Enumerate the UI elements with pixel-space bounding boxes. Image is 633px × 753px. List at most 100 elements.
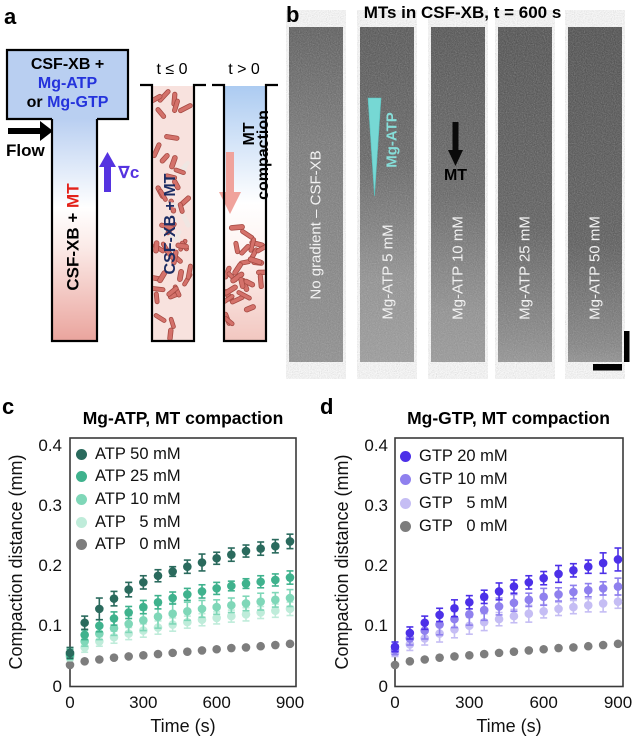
legend-d: GTP 20 mM GTP 10 mM GTP 5 mM GTP 0 mM (400, 445, 508, 538)
mg-atp-gradient-label: Mg-ATP (383, 112, 401, 168)
series-gtp-0-mm (390, 639, 623, 670)
x-tick-label: 900 (275, 693, 305, 712)
strip-label-no-gradient: No gradient – CSF-XB (307, 150, 325, 300)
y-tick-label: 0 (52, 676, 62, 696)
rod-cluster (225, 224, 265, 327)
chart-d-title: Mg-GTP, MT compaction (407, 408, 610, 428)
t-before-channel-label: CSF-XB + MT (162, 173, 179, 275)
plot-frame-d (394, 437, 624, 688)
series-gtp-20-mm (390, 547, 623, 653)
chart-c-xlabel: Time (s) (150, 716, 216, 736)
chart-atp (65, 437, 297, 688)
mt-compaction-label-line2: compaction (255, 110, 272, 200)
x-tick-label: 300 (129, 693, 158, 712)
strip-noise-2 (360, 27, 414, 362)
legend-label: ATP 50 mM (95, 444, 181, 463)
legend-label: GTP 0 mM (419, 517, 508, 536)
legend-dot (76, 471, 87, 483)
legend-label: GTP 5 mM (419, 493, 508, 512)
y-tick-label: 0.1 (38, 616, 62, 636)
legend-item: ATP 0 mM (76, 533, 181, 556)
x-tick-label: 0 (65, 693, 75, 712)
reservoir-outline (5, 48, 130, 121)
panel-b-images (289, 27, 630, 371)
chart-d-xlabel: Time (s) (476, 716, 542, 736)
series-atp-0-mm (65, 639, 295, 670)
legend-label: ATP 0 mM (95, 535, 181, 554)
legend-label: GTP 20 mM (419, 447, 508, 466)
rod-cluster (153, 238, 193, 340)
main-channel-fill (52, 119, 97, 341)
y-tick-label: 0 (378, 676, 388, 696)
legend-c: ATP 50 mM ATP 25 mM ATP 10 mM ATP 5 mM ATP 0… (76, 443, 181, 556)
reservoir-label: CSF-XB + Mg-ATP or Mg-GTP (7, 55, 128, 112)
strip-noise-1 (289, 27, 343, 362)
mg-atp-gradient-wedge (367, 97, 382, 197)
y-tick-label: 0.1 (364, 616, 388, 636)
mt-rods-before (153, 89, 193, 340)
y-tick-label: 0.2 (364, 556, 388, 575)
legend-item: GTP 10 mM (400, 468, 508, 491)
x-tick-label: 600 (529, 693, 558, 712)
chart-gtp (390, 437, 624, 688)
legend-item: GTP 20 mM (400, 445, 508, 468)
x-tick-label: 900 (603, 693, 633, 712)
legend-label: ATP 25 mM (95, 467, 181, 486)
legend-dot (400, 451, 411, 463)
legend-dot (400, 474, 411, 486)
legend-dot (76, 516, 87, 528)
chart-c-title: Mg-ATP, MT compaction (82, 408, 284, 428)
x-tick-label: 600 (202, 693, 231, 712)
panel-a-letter: a (4, 4, 17, 29)
gradient-arrow (99, 152, 116, 192)
scalebar-horizontal (593, 364, 622, 371)
rod-cluster (158, 167, 186, 236)
legend-item: ATP 50 mM (76, 443, 181, 466)
y-tick-label: 0.4 (364, 435, 388, 455)
legend-item: GTP 0 mM (400, 515, 508, 538)
t-after-label: t > 0 (228, 61, 260, 78)
flow-label: Flow (6, 141, 45, 160)
flow-arrow (8, 121, 53, 141)
fluorescence-strips (289, 27, 622, 362)
main-channel-walls (50, 119, 99, 343)
strip-label-atp10: Mg-ATP 10 mM (449, 216, 467, 320)
strip-noise-3 (431, 27, 485, 362)
legend-item: GTP 5 mM (400, 492, 508, 515)
legend-dot (400, 497, 411, 509)
legend-label: GTP 10 mM (419, 470, 508, 489)
legend-dot (76, 448, 87, 460)
reservoir-line1: CSF-XB + (30, 56, 105, 73)
t-after-channel-walls (212, 83, 278, 343)
main-channel-label: CSF-XB + MT (63, 183, 83, 291)
mt-arrow (448, 122, 463, 166)
data-points-c (65, 533, 295, 670)
plot-frame-c (69, 437, 297, 688)
mt-rods-after (225, 224, 265, 327)
legend-dot (400, 521, 411, 533)
t-before-channel-walls (140, 83, 206, 343)
legend-item: ATP 10 mM (76, 488, 181, 511)
legend-item: ATP 5 mM (76, 511, 181, 534)
legend-label: ATP 10 mM (95, 489, 181, 508)
y-tick-label: 0.3 (38, 495, 62, 515)
strip-label-atp50: Mg-ATP 50 mM (586, 216, 604, 320)
data-points-d (390, 547, 623, 670)
legend-dot (76, 539, 87, 551)
strip-noise-5 (568, 27, 622, 362)
strip-label-atp25: Mg-ATP 25 mM (516, 216, 534, 320)
strip-noise-4 (498, 27, 552, 362)
y-tick-label: 0.2 (38, 556, 62, 575)
series-atp-50-mm (65, 533, 295, 660)
gradient-label: ∇c (118, 163, 140, 182)
y-tick-label: 0.4 (38, 435, 62, 455)
legend-dot (76, 493, 87, 505)
panel-b-letter: b (286, 2, 300, 27)
reservoir-line3: or Mg-GTP (26, 94, 109, 111)
reservoir-line2: Mg-ATP (37, 75, 98, 92)
panel-c-letter: c (2, 394, 15, 419)
y-tick-label: 0.3 (364, 495, 388, 515)
x-tick-label: 0 (390, 693, 400, 712)
panel-b-title: MTs in CSF-XB, t = 600 s (363, 3, 562, 22)
